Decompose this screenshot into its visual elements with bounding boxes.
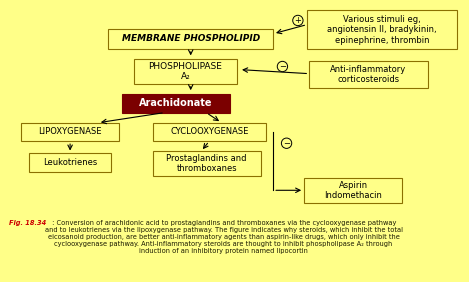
Text: Anti-inflammatory
corticosteroids: Anti-inflammatory corticosteroids	[330, 65, 407, 84]
FancyBboxPatch shape	[134, 59, 237, 84]
Text: −: −	[279, 62, 286, 71]
FancyBboxPatch shape	[121, 94, 230, 113]
FancyBboxPatch shape	[108, 29, 273, 49]
Text: Prostaglandins and
thromboxanes: Prostaglandins and thromboxanes	[166, 154, 247, 173]
Text: : Conversion of arachidonic acid to prostaglandins and thromboxanes via the cycl: : Conversion of arachidonic acid to pros…	[45, 220, 402, 254]
Text: Arachidonate: Arachidonate	[139, 98, 212, 108]
FancyBboxPatch shape	[304, 178, 402, 202]
FancyBboxPatch shape	[152, 123, 266, 141]
Text: LIPOXYGENASE: LIPOXYGENASE	[38, 127, 101, 136]
Text: Leukotrienes: Leukotrienes	[43, 158, 97, 167]
Text: CYCLOOXYGENASE: CYCLOOXYGENASE	[170, 127, 249, 136]
FancyBboxPatch shape	[21, 123, 119, 141]
Text: Fig. 18.34: Fig. 18.34	[9, 220, 46, 226]
FancyBboxPatch shape	[307, 10, 457, 49]
Text: −: −	[283, 139, 290, 148]
Text: +: +	[295, 16, 301, 25]
FancyBboxPatch shape	[29, 153, 111, 172]
Text: PHOSPHOLIPASE
A₂: PHOSPHOLIPASE A₂	[149, 62, 222, 81]
FancyBboxPatch shape	[152, 151, 261, 176]
Text: Aspirin
Indomethacin: Aspirin Indomethacin	[324, 180, 382, 200]
Text: Various stimuli eg,
angiotensin II, bradykinin,
epinephrine, thrombin: Various stimuli eg, angiotensin II, brad…	[327, 15, 437, 45]
Text: MEMBRANE PHOSPHOLIPID: MEMBRANE PHOSPHOLIPID	[121, 34, 260, 43]
FancyBboxPatch shape	[309, 61, 428, 88]
